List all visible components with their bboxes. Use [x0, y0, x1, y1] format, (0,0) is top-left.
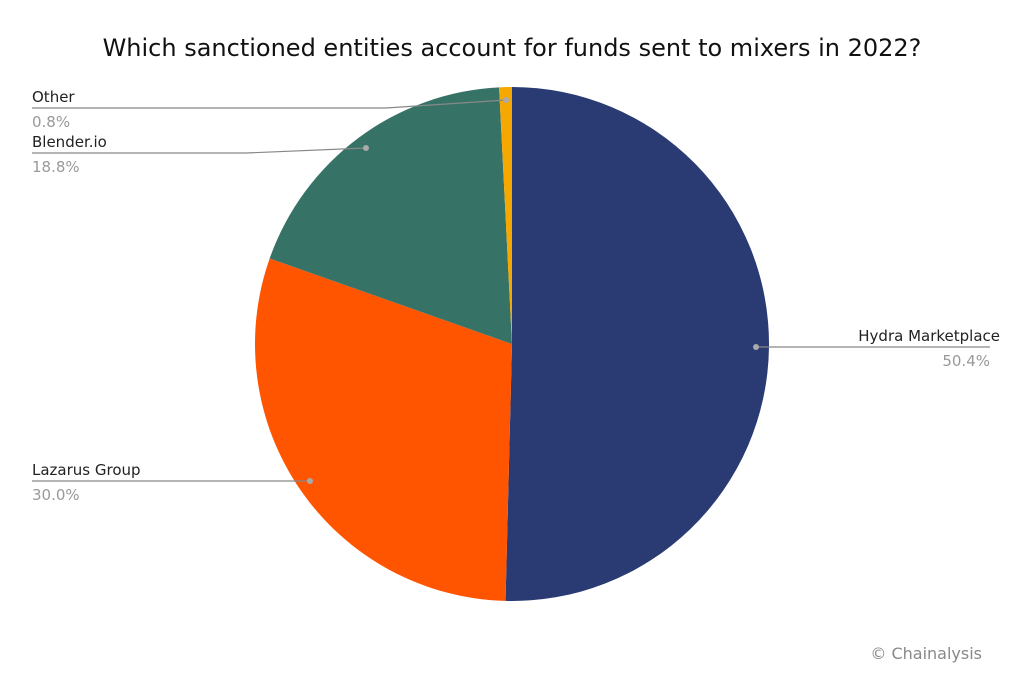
leader-line-3 — [32, 99, 507, 109]
leader-dot-0 — [753, 344, 759, 350]
pie-slice-1 — [254, 258, 512, 601]
leader-dot-2 — [363, 145, 369, 151]
chart-title: Which sanctioned entities account for fu… — [102, 34, 922, 62]
slice-label-3: Other — [32, 88, 75, 106]
slice-label-0: Hydra Marketplace — [858, 327, 1000, 345]
slice-value-3: 0.8% — [32, 113, 70, 131]
leader-dot-1 — [307, 478, 313, 484]
leader-line-2 — [32, 147, 367, 154]
slice-label-1: Lazarus Group — [32, 461, 141, 479]
pie-slice-3 — [499, 87, 512, 344]
slice-value-2: 18.8% — [32, 158, 80, 176]
slice-value-0: 50.4% — [942, 352, 990, 370]
slice-value-1: 30.0% — [32, 486, 80, 504]
leader-dot-3 — [503, 97, 509, 103]
slice-label-2: Blender.io — [32, 133, 107, 151]
pie-slice-2 — [269, 87, 512, 345]
chainalysis-credit: © Chainalysis — [870, 644, 982, 663]
pie-slice-0 — [505, 87, 770, 601]
